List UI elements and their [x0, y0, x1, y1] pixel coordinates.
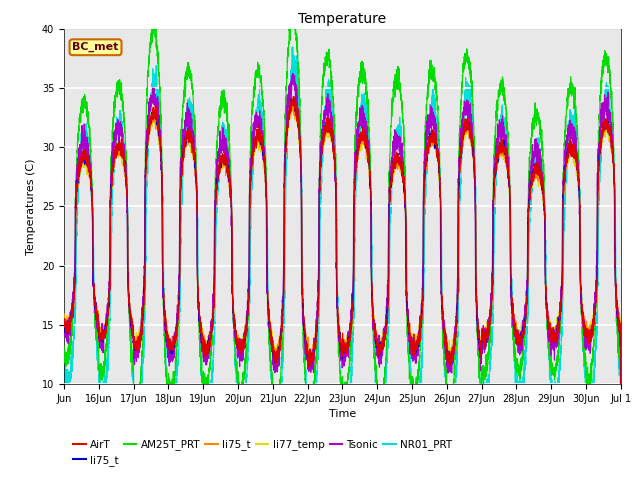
Line: AM25T_PRT: AM25T_PRT	[64, 12, 621, 480]
li77_temp	[523, 305, 531, 311]
Tsonic	[523, 291, 531, 297]
Tsonic	[175, 243, 183, 249]
li75_t_o	[495, 154, 503, 160]
li75_t_o	[288, 97, 296, 103]
Tsonic	[60, 326, 68, 332]
li75_t_b	[523, 303, 531, 309]
NR01_PRT	[175, 324, 183, 329]
Tsonic	[537, 167, 545, 172]
li77_temp	[537, 180, 545, 185]
Line: Tsonic: Tsonic	[64, 73, 621, 480]
Line: AirT: AirT	[64, 96, 621, 480]
Line: li75_t_o: li75_t_o	[64, 100, 621, 480]
Tsonic	[393, 136, 401, 142]
li75_t_b	[495, 145, 503, 151]
AM25T_PRT	[523, 305, 531, 311]
li75_t_b	[537, 173, 545, 179]
li75_t_b	[364, 142, 371, 147]
li75_t_b	[393, 156, 401, 162]
AM25T_PRT	[289, 10, 297, 15]
Line: NR01_PRT: NR01_PRT	[64, 47, 621, 480]
Text: BC_met: BC_met	[72, 42, 119, 52]
NR01_PRT	[537, 152, 545, 158]
AM25T_PRT	[495, 86, 503, 92]
Legend: AirT, li75_t, AM25T_PRT, li75_t, li77_temp, Tsonic, NR01_PRT: AirT, li75_t, AM25T_PRT, li75_t, li77_te…	[69, 435, 456, 470]
AM25T_PRT	[175, 260, 183, 265]
AM25T_PRT	[393, 80, 401, 86]
AirT	[364, 149, 371, 155]
li75_t_o	[364, 153, 371, 159]
Y-axis label: Temperatures (C): Temperatures (C)	[26, 158, 36, 255]
NR01_PRT	[60, 363, 68, 369]
Tsonic	[495, 129, 503, 134]
NR01_PRT	[393, 141, 401, 146]
Tsonic	[289, 71, 297, 76]
AirT	[537, 172, 545, 178]
Line: li77_temp: li77_temp	[64, 100, 621, 480]
li75_t_b	[175, 281, 183, 287]
NR01_PRT	[523, 336, 531, 342]
li75_t_b	[290, 96, 298, 102]
AM25T_PRT	[60, 343, 68, 349]
li77_temp	[495, 149, 503, 155]
Tsonic	[364, 139, 371, 144]
AM25T_PRT	[537, 131, 545, 137]
AirT	[289, 94, 297, 99]
li75_t_o	[523, 299, 531, 305]
X-axis label: Time: Time	[329, 409, 356, 419]
li75_t_o	[175, 287, 183, 292]
NR01_PRT	[289, 44, 296, 50]
li77_temp	[60, 311, 68, 317]
Line: li75_t_b: li75_t_b	[64, 99, 621, 480]
AirT	[495, 149, 503, 155]
AM25T_PRT	[364, 89, 371, 95]
li75_t_o	[393, 149, 401, 155]
Title: Temperature: Temperature	[298, 12, 387, 26]
AirT	[60, 319, 68, 324]
li75_t_o	[60, 312, 68, 317]
li77_temp	[364, 147, 371, 153]
NR01_PRT	[364, 114, 371, 120]
AirT	[175, 285, 183, 291]
li75_t_o	[537, 170, 545, 176]
li77_temp	[291, 97, 298, 103]
li77_temp	[175, 279, 183, 285]
li77_temp	[393, 152, 401, 158]
AirT	[393, 157, 401, 163]
NR01_PRT	[495, 126, 503, 132]
AirT	[523, 303, 531, 309]
li75_t_b	[60, 319, 68, 325]
